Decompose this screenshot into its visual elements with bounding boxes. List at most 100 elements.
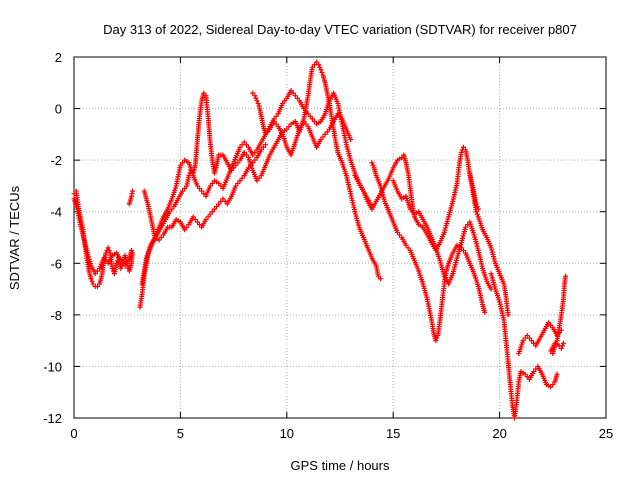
data-point	[458, 149, 464, 155]
data-point	[233, 183, 239, 189]
data-point	[243, 142, 249, 148]
data-point	[245, 165, 251, 171]
data-point	[258, 147, 264, 153]
data-point	[237, 144, 243, 150]
data-point	[248, 162, 254, 168]
data-point	[156, 237, 162, 243]
chart-title: Day 313 of 2022, Sidereal Day-to-day VTE…	[103, 22, 577, 37]
data-point	[88, 276, 94, 282]
data-point	[524, 374, 530, 380]
grid-lines	[74, 57, 606, 418]
data-point	[318, 67, 324, 73]
data-point	[533, 366, 539, 372]
y-tick-label: 0	[55, 102, 62, 117]
data-point	[180, 188, 186, 194]
series-track-g	[369, 160, 488, 344]
data-point	[118, 265, 124, 271]
data-point	[94, 268, 100, 274]
data-point	[211, 206, 217, 212]
y-tick-label: 2	[55, 50, 62, 65]
data-point	[263, 131, 269, 137]
data-point	[505, 312, 511, 318]
data-point	[114, 260, 120, 266]
data-point	[271, 118, 277, 124]
data-point	[241, 139, 247, 145]
data-point	[94, 283, 100, 289]
data-point	[474, 204, 480, 210]
x-tick-label: 10	[280, 426, 294, 441]
data-point	[337, 113, 343, 119]
series-track-c2	[139, 88, 375, 287]
data-point	[409, 209, 415, 215]
series-track-g2	[390, 178, 494, 292]
data-point	[252, 149, 258, 155]
data-point	[254, 98, 260, 104]
data-point	[241, 149, 247, 155]
data-point	[550, 381, 556, 387]
data-point	[558, 345, 564, 351]
x-axis-label: GPS time / hours	[291, 458, 390, 473]
data-point	[322, 131, 328, 137]
data-point	[284, 126, 290, 132]
data-point	[243, 152, 249, 158]
data-point	[522, 335, 528, 341]
data-point	[320, 134, 326, 140]
data-point	[158, 235, 164, 240]
data-point	[524, 332, 530, 338]
data-point	[235, 180, 241, 186]
data-point	[89, 278, 95, 284]
data-point	[529, 338, 535, 344]
series-track-a2	[71, 196, 134, 277]
data-point	[169, 206, 175, 212]
data-point	[182, 186, 188, 192]
data-point	[253, 95, 259, 101]
data-point	[317, 64, 323, 70]
data-point	[239, 142, 245, 148]
data-point	[252, 93, 258, 99]
data-point	[199, 188, 205, 194]
data-point	[460, 247, 466, 253]
y-axis-label: SDTVAR / TECUs	[7, 185, 22, 290]
data-point	[405, 245, 411, 251]
data-point	[197, 186, 203, 192]
series-track-e	[250, 90, 354, 158]
data-point	[205, 214, 211, 220]
data-point	[207, 183, 213, 189]
data-point	[303, 108, 309, 114]
data-point	[403, 242, 409, 248]
data-point	[250, 160, 256, 166]
x-tick-label: 20	[492, 426, 506, 441]
data-point	[214, 204, 220, 210]
data-point	[546, 320, 552, 326]
data-point	[216, 201, 222, 207]
data-point	[255, 100, 261, 106]
data-point	[288, 88, 294, 94]
data-point	[522, 371, 528, 377]
data-point	[194, 183, 200, 189]
data-point	[177, 162, 183, 168]
data-point	[101, 255, 107, 261]
y-tick-label: -2	[50, 153, 62, 168]
data-point	[563, 273, 569, 279]
data-point	[292, 93, 298, 99]
y-tick-label: -10	[43, 359, 62, 374]
data-points	[71, 59, 569, 421]
data-point	[216, 180, 222, 186]
data-point	[433, 338, 439, 344]
series-track-l	[548, 340, 566, 354]
plot-frame	[73, 56, 607, 419]
data-point	[222, 198, 228, 204]
series-track-i	[488, 271, 560, 421]
series-track-f	[352, 144, 511, 318]
data-point	[560, 340, 566, 346]
series-track-a	[71, 188, 136, 289]
y-tick-label: -4	[50, 205, 62, 220]
data-point	[103, 258, 109, 264]
data-point	[554, 371, 560, 377]
data-point	[273, 113, 279, 119]
data-point	[106, 247, 112, 253]
data-point	[531, 340, 537, 346]
data-point	[316, 62, 322, 68]
data-point	[265, 129, 271, 135]
data-point	[335, 111, 341, 117]
